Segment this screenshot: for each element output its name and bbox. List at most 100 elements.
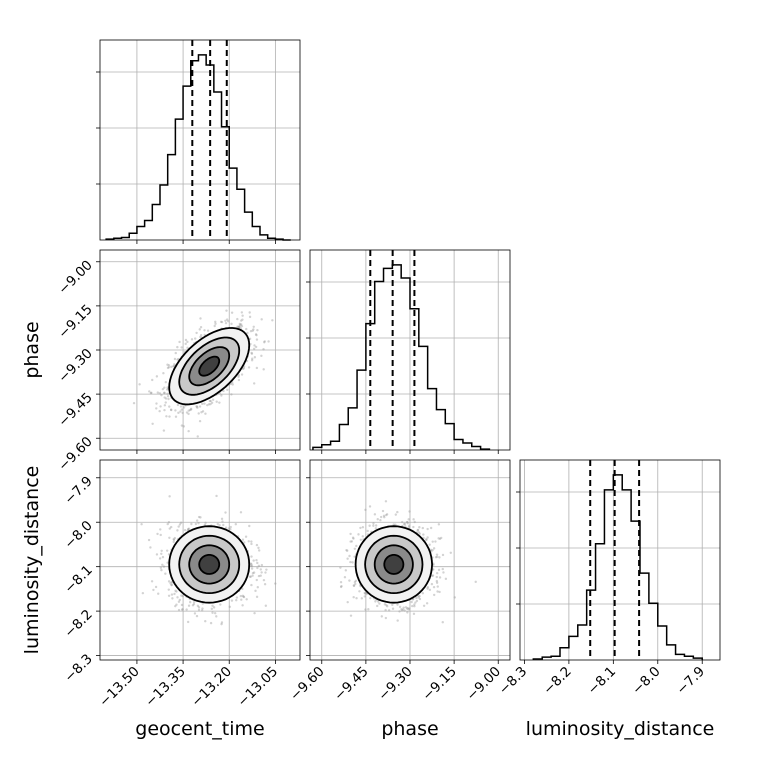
sample-point	[170, 408, 173, 412]
sample-point	[251, 329, 254, 332]
sample-point	[174, 589, 177, 592]
sample-point	[151, 422, 154, 426]
sample-point	[398, 605, 402, 609]
sample-point	[147, 538, 151, 542]
sample-point	[349, 532, 352, 536]
sample-point	[250, 555, 253, 558]
sample-point	[418, 526, 421, 529]
sample-point	[432, 568, 435, 571]
sample-point	[255, 595, 259, 599]
sample-point	[430, 582, 434, 586]
corner-panels: −13.50 −13.35 −13.20 −13.05 −9.60 −9.45 −9.30−…	[55, 39, 721, 710]
contour-line	[188, 346, 231, 387]
sample-point	[348, 554, 351, 558]
sample-point	[166, 522, 169, 526]
sample-point	[152, 588, 155, 592]
sample-point	[197, 608, 201, 612]
sample-point	[186, 346, 189, 349]
sample-point	[251, 574, 254, 577]
sample-point	[168, 495, 171, 498]
sample-point	[437, 523, 441, 526]
sample-point	[415, 596, 418, 600]
sample-point	[160, 552, 163, 555]
sample-point	[256, 566, 259, 570]
sample-point	[159, 566, 163, 569]
sample-point	[237, 325, 240, 329]
sample-point	[355, 597, 358, 600]
sample-point	[262, 578, 266, 582]
sample-point	[193, 612, 197, 615]
sample-point	[201, 410, 205, 413]
scatter-panel-geocent-time-vs-luminosity-distance	[96, 459, 301, 664]
sample-point	[155, 553, 159, 556]
sample-point	[372, 524, 375, 527]
sample-point	[197, 606, 201, 609]
sample-point	[220, 320, 224, 324]
sample-point	[376, 518, 379, 521]
sample-point	[250, 540, 253, 543]
panel-frame	[99, 459, 301, 661]
sample-point	[360, 597, 364, 600]
sample-point	[187, 412, 190, 416]
sample-point	[426, 527, 429, 531]
sample-point	[384, 608, 387, 612]
sample-point	[225, 318, 229, 321]
sample-point	[249, 329, 253, 333]
panel-frame	[519, 459, 721, 661]
sample-point	[210, 607, 214, 611]
sample-point	[400, 520, 404, 524]
sample-point	[387, 609, 391, 612]
sample-point	[383, 603, 387, 606]
x-axis-label-luminosity-distance: luminosity_distance	[526, 718, 715, 740]
sample-point	[260, 354, 263, 358]
sample-point	[252, 571, 256, 574]
y-tick-label-phase: −9.60	[55, 434, 96, 475]
sample-point	[197, 515, 201, 519]
sample-point	[160, 568, 163, 572]
sample-point	[400, 609, 404, 612]
sample-point	[435, 571, 439, 575]
sample-point	[408, 510, 411, 513]
sample-point	[376, 604, 379, 608]
sample-point	[248, 311, 251, 314]
sample-point	[345, 548, 348, 552]
sample-point	[255, 543, 259, 547]
sample-point	[197, 522, 200, 525]
sample-point	[236, 317, 239, 321]
sample-point	[224, 526, 228, 529]
sample-point	[385, 605, 389, 608]
sample-point	[368, 524, 371, 527]
sample-point	[225, 309, 228, 312]
sample-point	[245, 327, 248, 331]
sample-point	[259, 568, 262, 571]
sample-point	[187, 528, 190, 531]
sample-point	[196, 604, 200, 608]
sample-point	[264, 604, 268, 607]
sample-point	[363, 591, 366, 595]
sample-point	[203, 402, 206, 405]
sample-point	[189, 408, 193, 411]
sample-point	[425, 602, 429, 605]
sample-point	[453, 596, 456, 599]
histogram-panel-luminosity-distance	[516, 459, 721, 664]
sample-point	[222, 523, 225, 527]
sample-point	[436, 585, 439, 588]
sample-point	[426, 587, 429, 590]
sample-point	[235, 599, 238, 602]
sample-point	[257, 574, 261, 578]
x-tick-label-luminosity-distance: −8.2	[540, 664, 574, 698]
sample-point	[179, 521, 183, 524]
sample-point	[197, 412, 200, 415]
histogram-luminosity-distance	[532, 474, 703, 660]
y-tick-label-luminosity-distance: −8.0	[61, 518, 95, 552]
sample-point	[431, 548, 434, 552]
sample-point	[170, 365, 173, 369]
sample-point	[250, 562, 253, 566]
sample-point	[364, 508, 367, 512]
sample-point	[163, 391, 166, 395]
sample-point	[211, 398, 215, 401]
sample-point	[220, 517, 224, 521]
sample-point	[432, 585, 436, 589]
sample-point	[168, 536, 171, 539]
sample-point	[260, 571, 263, 574]
